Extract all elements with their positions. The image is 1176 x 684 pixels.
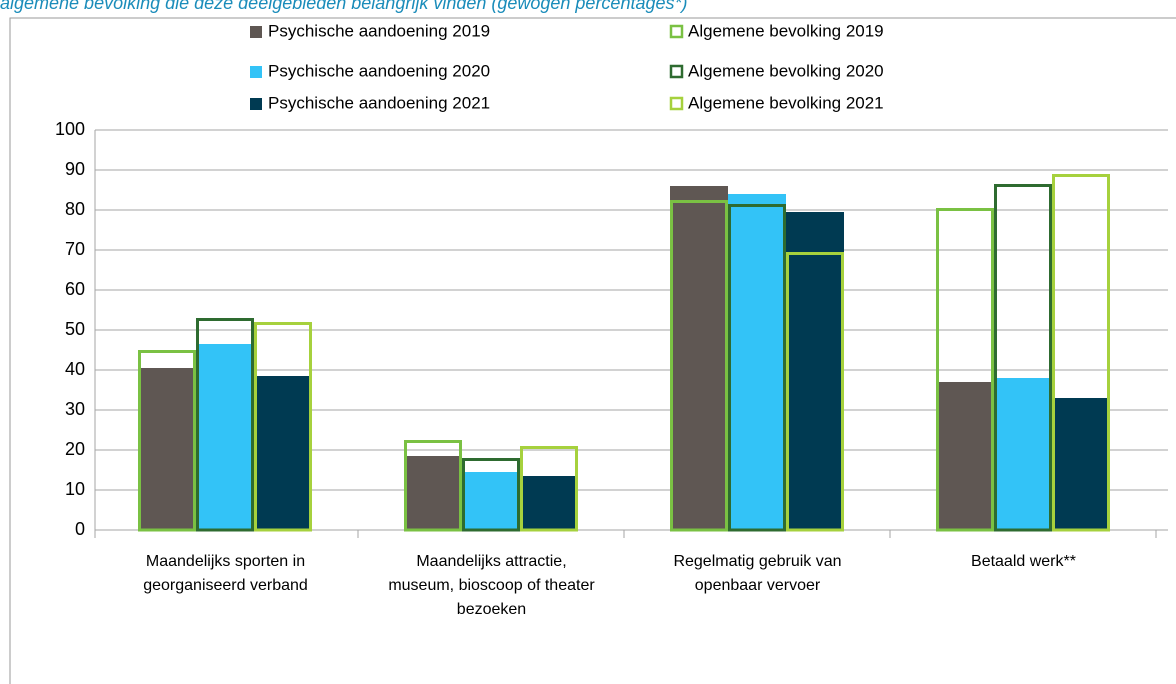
x-tick-label: Regelmatig gebruik van openbaar vervoer — [673, 553, 842, 594]
bar — [520, 476, 578, 530]
legend-swatch — [250, 66, 262, 78]
bar-outline — [994, 184, 1052, 532]
bar — [462, 472, 520, 530]
x-tick-label: Betaald werk** — [971, 553, 1076, 570]
y-tick-label: 90 — [65, 159, 85, 179]
bar — [936, 382, 994, 530]
bar — [254, 376, 312, 530]
bar-outline — [520, 446, 578, 532]
bar-outline — [936, 208, 994, 532]
x-tick-label: Maandelijks attractie, museum, bioscoop … — [388, 553, 595, 618]
bar — [994, 378, 1052, 530]
legend-label: Psychische aandoening 2021 — [268, 93, 490, 112]
legend-label: Algemene bevolking 2021 — [688, 93, 884, 112]
bar-outline — [728, 204, 786, 532]
y-tick-label: 80 — [65, 199, 85, 219]
legend-swatch — [250, 26, 262, 38]
y-tick-label: 40 — [65, 359, 85, 379]
y-tick-label: 70 — [65, 239, 85, 259]
legend-swatch — [669, 96, 684, 111]
legend-label: Algemene bevolking 2019 — [688, 21, 884, 40]
bar — [196, 344, 254, 530]
y-tick-label: 10 — [65, 479, 85, 499]
y-tick-label: 30 — [65, 399, 85, 419]
bar — [138, 368, 196, 530]
bar — [786, 212, 844, 530]
bar-outline — [670, 200, 728, 532]
bar-outline — [1052, 174, 1110, 532]
bar-outline — [462, 458, 520, 532]
y-tick-label: 20 — [65, 439, 85, 459]
y-tick-label: 60 — [65, 279, 85, 299]
bar — [404, 456, 462, 530]
bar-outline — [404, 440, 462, 532]
bar-outline — [138, 350, 196, 532]
chart-title: algemene bevolking die deze deelgebieden… — [0, 0, 688, 13]
legend-label: Psychische aandoening 2020 — [268, 61, 490, 80]
legend-label: Psychische aandoening 2019 — [268, 21, 490, 40]
legend-label: Algemene bevolking 2020 — [688, 61, 884, 80]
x-tick-label: Maandelijks sporten in georganiseerd ver… — [143, 553, 308, 594]
bar-outline — [786, 252, 844, 532]
legend-swatch — [669, 24, 684, 39]
bar — [728, 194, 786, 530]
legend-swatch — [250, 98, 262, 110]
bar-outline — [196, 318, 254, 532]
bar — [670, 186, 728, 530]
legend-swatch — [669, 64, 684, 79]
y-tick-label: 100 — [55, 119, 85, 139]
bar-outline — [254, 322, 312, 532]
y-tick-label: 50 — [65, 319, 85, 339]
y-tick-label: 0 — [75, 519, 85, 539]
bar — [1052, 398, 1110, 530]
chart-frame — [9, 17, 1176, 684]
